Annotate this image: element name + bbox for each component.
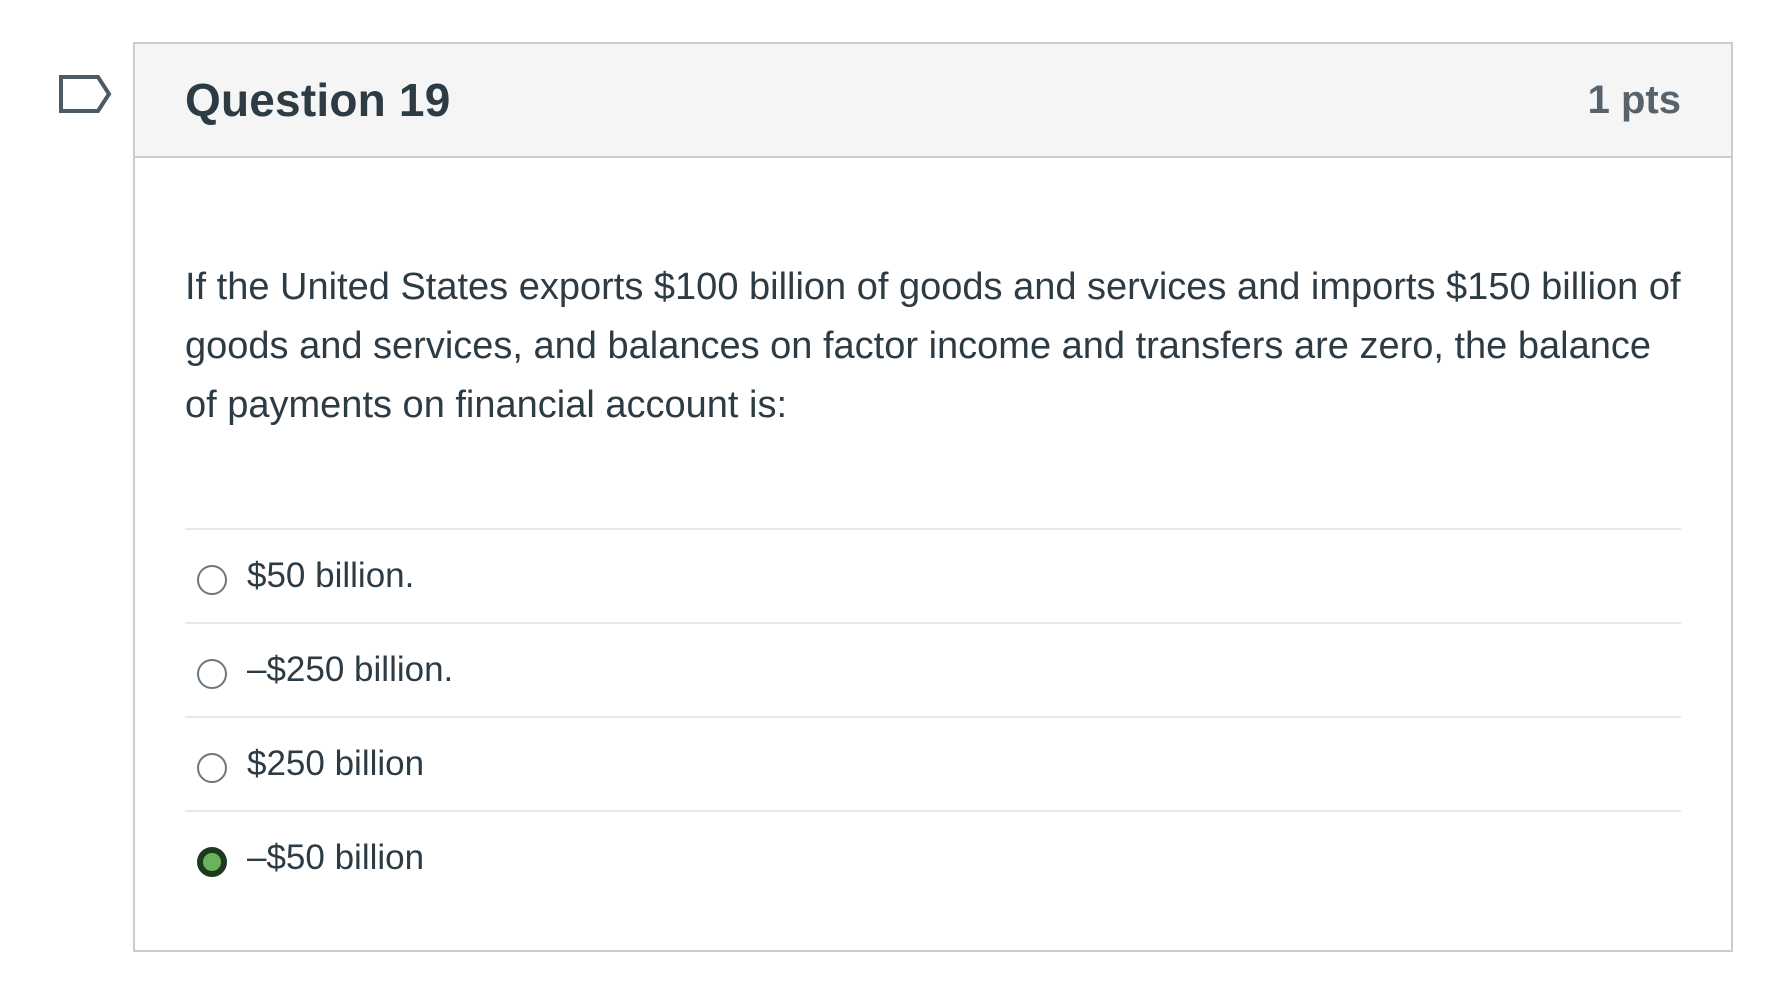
radio-button-selected[interactable] — [197, 847, 227, 877]
radio-button[interactable] — [197, 753, 227, 783]
question-body: If the United States exports $100 billio… — [135, 158, 1731, 904]
question-text: If the United States exports $100 billio… — [185, 266, 1681, 426]
answer-list: $50 billion. –$250 billion. $250 billion… — [185, 528, 1681, 904]
answer-label: $250 billion — [247, 744, 425, 783]
radio-button[interactable] — [197, 659, 227, 689]
question-points: 1 pts — [1587, 77, 1681, 122]
answer-option-1[interactable]: $50 billion. — [185, 530, 1681, 624]
question-title: Question 19 — [185, 74, 451, 126]
answer-label: –$50 billion — [247, 838, 425, 877]
answer-label: –$250 billion. — [247, 650, 454, 689]
flag-question-icon[interactable] — [58, 74, 112, 118]
answer-label: $50 billion. — [247, 556, 415, 595]
answer-option-4[interactable]: –$50 billion — [185, 812, 1681, 904]
question-header: Question 19 1 pts — [135, 44, 1731, 158]
answer-option-3[interactable]: $250 billion — [185, 718, 1681, 812]
question-card: Question 19 1 pts If the United States e… — [133, 42, 1733, 952]
radio-button[interactable] — [197, 565, 227, 595]
answer-option-2[interactable]: –$250 billion. — [185, 624, 1681, 718]
